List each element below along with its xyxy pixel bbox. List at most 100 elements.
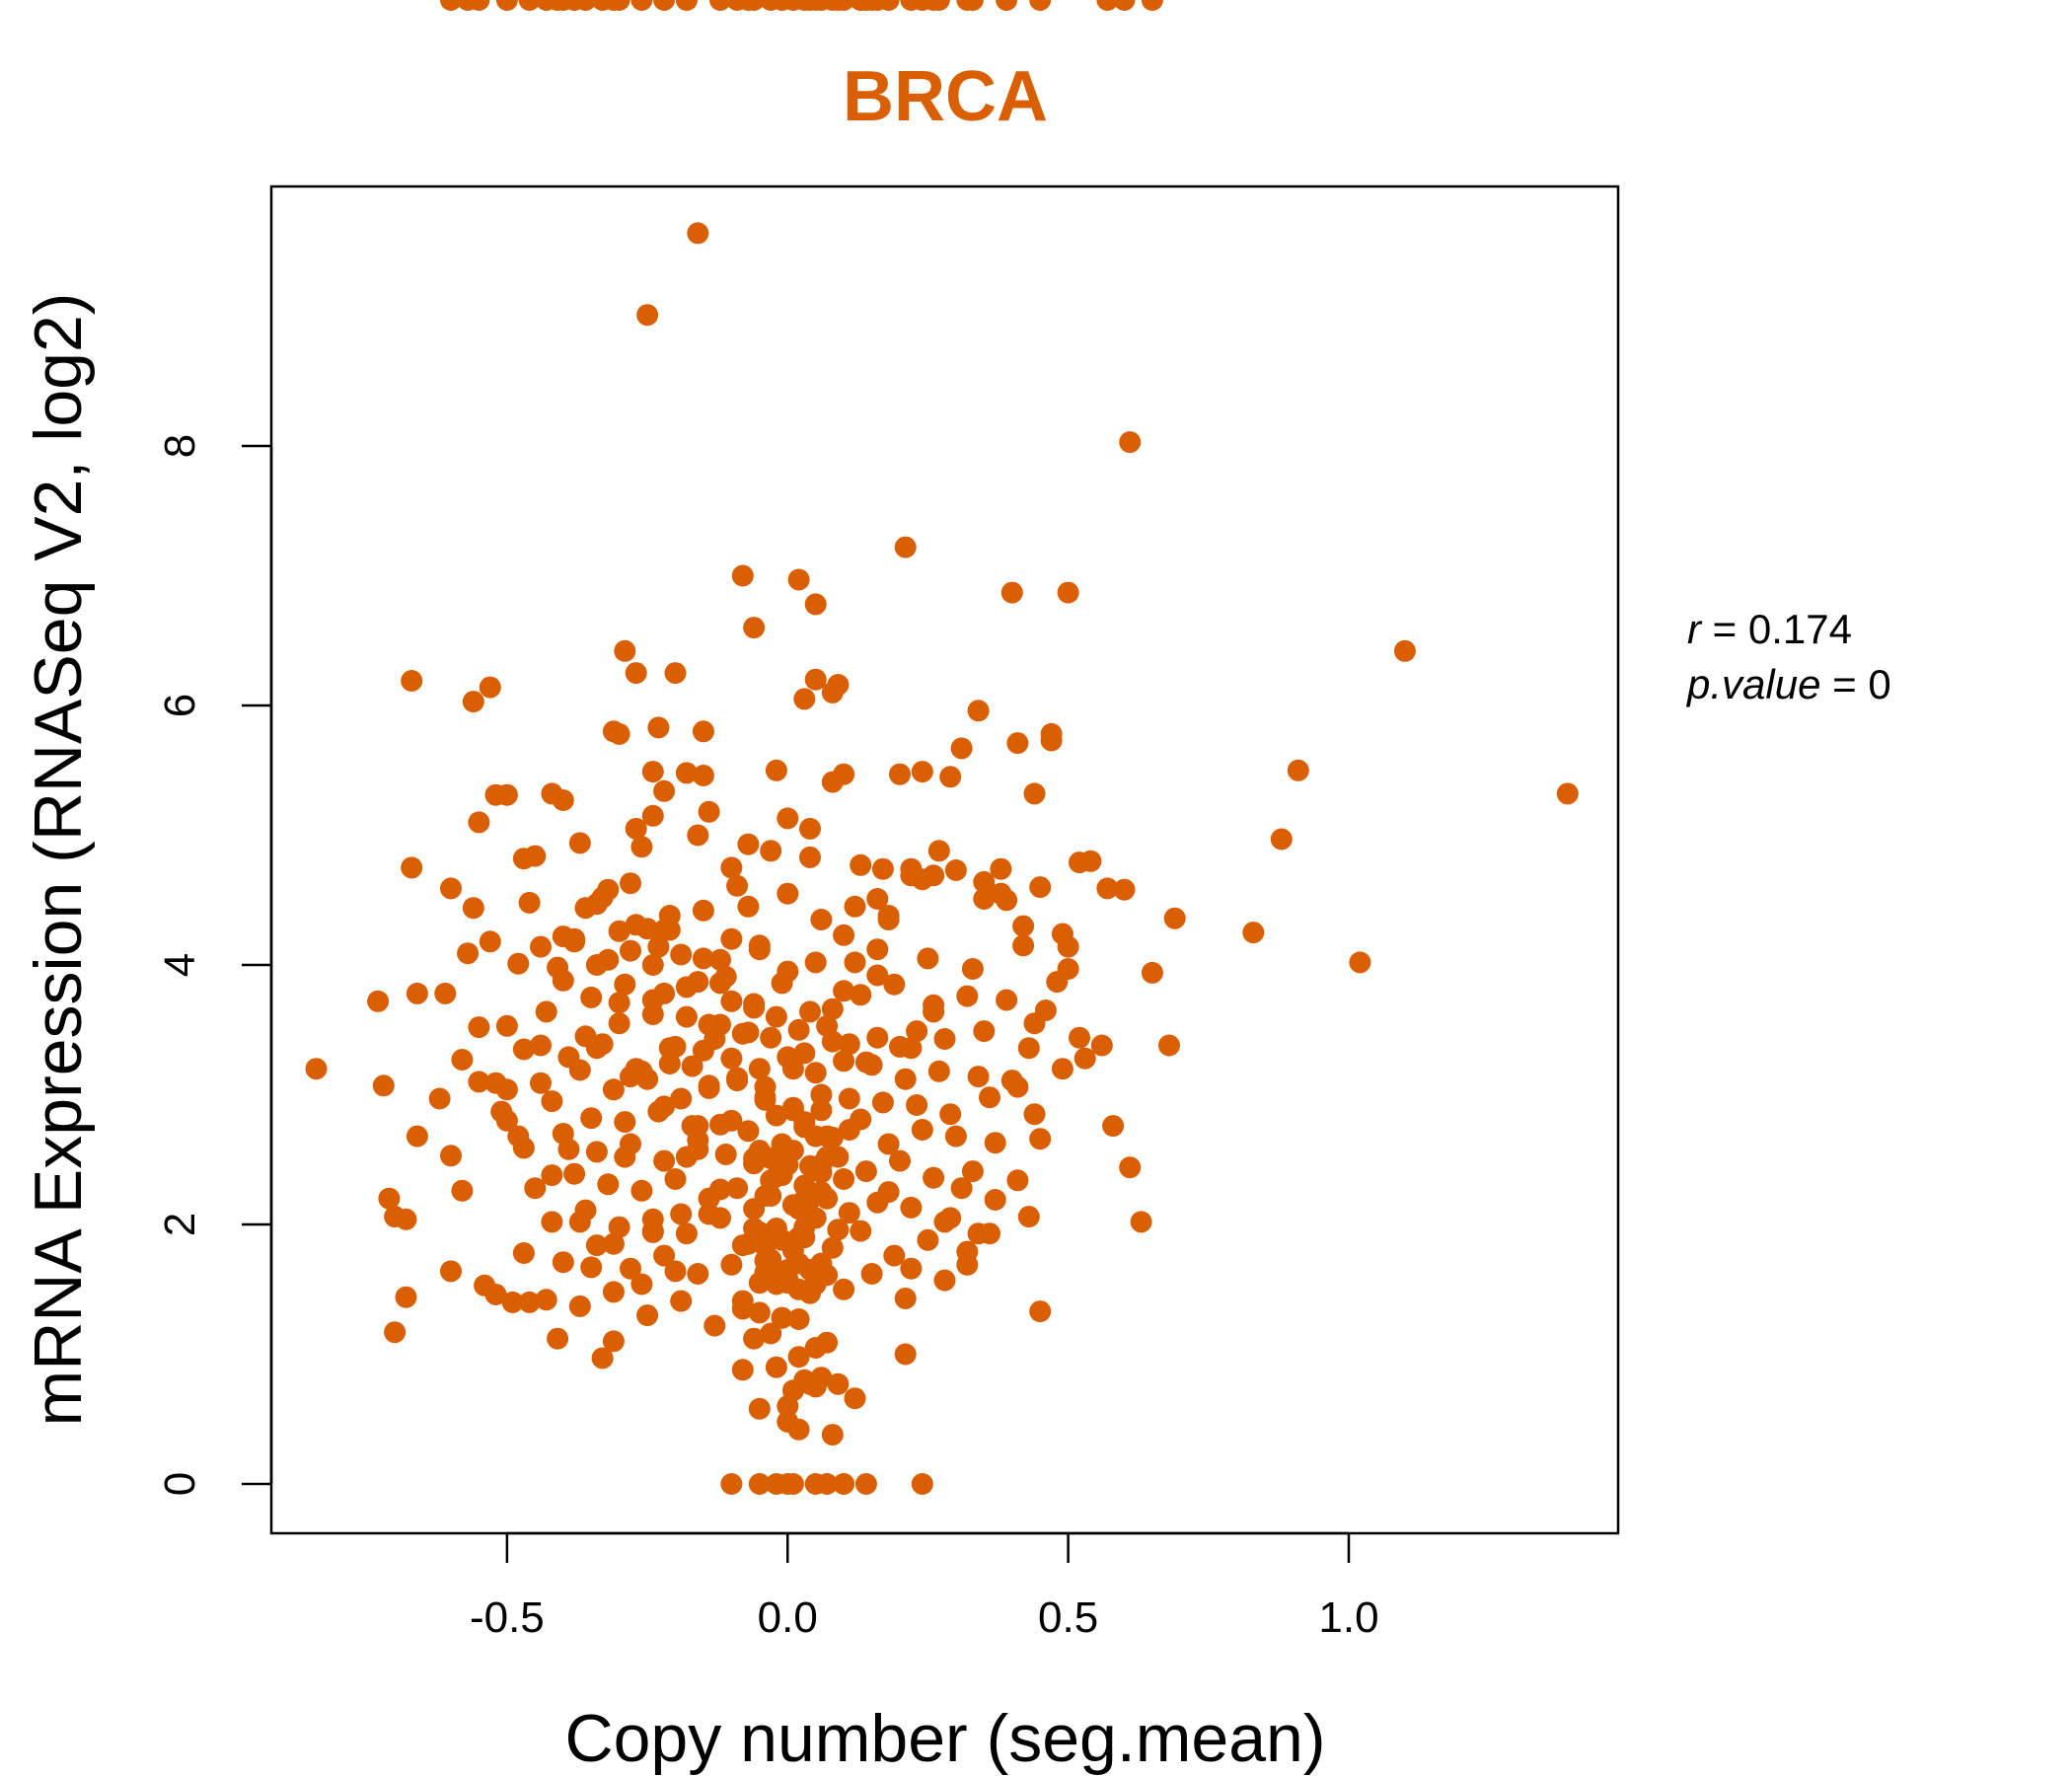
data-point — [726, 1070, 749, 1092]
data-point — [944, 1125, 967, 1147]
data-point — [979, 1222, 1000, 1245]
data-point — [1012, 915, 1035, 937]
data-point — [833, 1050, 855, 1073]
data-point — [939, 1103, 962, 1126]
data-point — [765, 1263, 787, 1285]
data-point — [804, 593, 827, 616]
r-symbol: r — [1687, 606, 1703, 652]
x-tick-label: 1.0 — [1318, 1593, 1378, 1642]
data-point — [804, 951, 827, 974]
data-point — [630, 1273, 653, 1295]
data-point — [658, 919, 681, 941]
data-point — [967, 700, 990, 722]
data-point — [810, 1083, 833, 1106]
data-point — [944, 859, 967, 881]
data-point — [1029, 876, 1052, 899]
data-point — [568, 1059, 591, 1081]
data-point — [675, 1222, 698, 1245]
data-point — [641, 1003, 664, 1025]
data-point — [620, 1133, 641, 1155]
data-point — [541, 782, 563, 805]
data-point — [625, 817, 647, 840]
data-point — [748, 934, 771, 957]
data-point — [743, 617, 766, 639]
data-point — [1113, 0, 1136, 11]
data-point — [484, 1284, 507, 1305]
data-point — [664, 662, 687, 685]
data-point — [1102, 1115, 1125, 1138]
data-point — [1090, 1034, 1113, 1057]
data-point — [647, 935, 670, 958]
data-point — [866, 888, 889, 910]
data-point — [816, 1187, 839, 1210]
data-point — [512, 1137, 535, 1159]
data-point — [535, 1000, 557, 1023]
y-axis-label: mRNA Expression (RNASeq V2, log2) — [21, 293, 96, 1427]
data-point — [726, 874, 749, 897]
data-point — [760, 840, 782, 862]
data-point — [547, 0, 569, 11]
data-point — [923, 1166, 945, 1189]
data-point — [720, 1253, 743, 1276]
data-point — [777, 882, 799, 905]
data-point — [620, 872, 641, 895]
data-point — [1556, 782, 1579, 805]
data-point — [917, 1228, 939, 1251]
data-point — [524, 1177, 547, 1200]
data-point — [827, 1219, 850, 1241]
data-point — [844, 895, 866, 918]
data-point — [367, 990, 390, 1012]
data-point — [675, 1005, 698, 1028]
data-point — [787, 1252, 810, 1275]
data-point — [973, 1020, 996, 1043]
data-point — [743, 1147, 766, 1169]
data-point — [765, 759, 787, 781]
data-point — [1040, 722, 1063, 745]
data-point — [530, 1034, 552, 1057]
data-point — [372, 1074, 395, 1097]
data-point — [889, 1149, 911, 1172]
data-point — [765, 1104, 787, 1127]
data-point — [1158, 1034, 1180, 1057]
data-point — [518, 0, 541, 11]
data-point — [765, 1356, 787, 1378]
data-point — [709, 0, 731, 11]
data-point — [950, 737, 973, 760]
data-point — [602, 0, 625, 11]
data-point — [608, 722, 630, 745]
data-point — [765, 1165, 787, 1188]
data-point — [984, 1132, 1006, 1154]
data-point — [401, 856, 423, 879]
data-point — [923, 994, 945, 1016]
data-point — [793, 688, 816, 710]
data-point — [563, 1162, 586, 1185]
data-point — [687, 222, 709, 245]
data-point — [574, 1199, 597, 1221]
data-point — [1029, 0, 1052, 11]
data-point — [956, 0, 979, 11]
data-point — [996, 0, 1018, 11]
data-point — [816, 1146, 839, 1168]
data-point — [468, 1071, 490, 1093]
data-point — [1141, 961, 1163, 984]
data-point — [844, 951, 866, 974]
data-point — [900, 1257, 923, 1280]
data-point — [630, 836, 653, 858]
data-point — [568, 1295, 591, 1317]
data-point — [512, 1038, 535, 1061]
data-point — [787, 1346, 810, 1369]
data-point — [524, 845, 547, 867]
data-point — [923, 0, 945, 11]
r-value: 0.174 — [1748, 606, 1852, 652]
data-point — [961, 1160, 984, 1183]
data-point — [810, 1099, 833, 1122]
data-point — [833, 1168, 855, 1190]
data-point — [906, 1094, 928, 1116]
data-point — [591, 1347, 614, 1369]
data-point — [692, 1039, 714, 1062]
data-point — [709, 1178, 731, 1201]
data-point — [793, 1174, 816, 1197]
data-point — [787, 1018, 810, 1041]
data-point — [658, 1053, 681, 1074]
data-point — [692, 947, 714, 970]
